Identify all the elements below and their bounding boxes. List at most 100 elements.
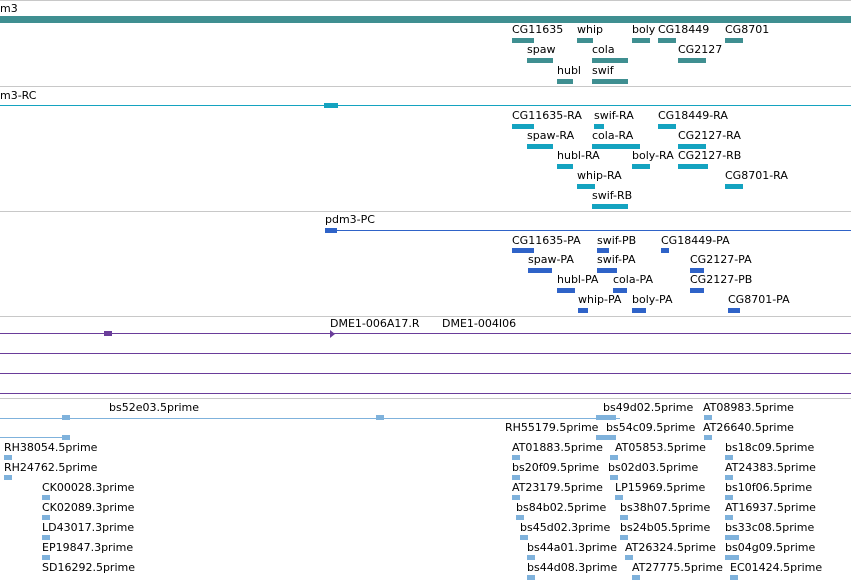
est-feature[interactable] (516, 515, 524, 520)
est-label: bs52e03.5prime (109, 401, 200, 414)
gene-label: whip (577, 23, 604, 36)
transcript-feature[interactable] (324, 103, 338, 108)
est-line[interactable] (0, 418, 620, 419)
est-label: bs10f06.5prime (725, 481, 813, 494)
gene-feature[interactable] (592, 58, 628, 63)
protein-feature[interactable] (512, 248, 534, 253)
est-feature[interactable] (620, 515, 628, 520)
est-line[interactable] (0, 437, 70, 438)
est-feature[interactable] (4, 455, 12, 460)
protein-feature[interactable] (557, 288, 575, 293)
est-feature[interactable] (725, 515, 733, 520)
transcript-line[interactable] (0, 105, 851, 106)
est-feature[interactable] (520, 535, 528, 540)
transcript-feature[interactable] (557, 164, 573, 169)
transcript-label: swif-RA (594, 109, 634, 122)
est-feature[interactable] (704, 435, 712, 440)
protein-feature[interactable] (597, 248, 609, 253)
est-feature[interactable] (730, 575, 738, 580)
est-feature[interactable] (62, 435, 70, 440)
protein-feature[interactable] (597, 268, 617, 273)
protein-label: CG18449-PA (661, 234, 730, 247)
transcript-feature[interactable] (527, 144, 553, 149)
est-label: SD16292.5prime (42, 561, 135, 574)
gene-feature[interactable] (725, 38, 743, 43)
protein-feature[interactable] (528, 268, 552, 273)
gene-label: spaw (527, 43, 556, 56)
protein-feature[interactable] (690, 268, 704, 273)
est-feature[interactable] (625, 555, 633, 560)
transcript-feature[interactable] (632, 164, 650, 169)
est-feature[interactable] (376, 415, 384, 420)
est-feature[interactable] (620, 535, 628, 540)
gene-feature[interactable] (512, 38, 534, 43)
est-feature[interactable] (527, 555, 535, 560)
protein-feature[interactable] (632, 308, 646, 313)
est-feature[interactable] (725, 455, 733, 460)
clone-line[interactable] (0, 373, 851, 374)
est-feature[interactable] (512, 495, 520, 500)
protein-feature[interactable] (578, 308, 588, 313)
est-feature[interactable] (42, 515, 50, 520)
est-feature[interactable] (42, 535, 50, 540)
protein-feature[interactable] (690, 288, 704, 293)
protein-label: cola-PA (613, 273, 653, 286)
transcript-feature[interactable] (512, 124, 534, 129)
est-feature[interactable] (4, 475, 12, 480)
est-feature[interactable] (527, 575, 535, 580)
transcript-feature[interactable] (725, 184, 743, 189)
est-feature[interactable] (42, 495, 50, 500)
transcript-feature[interactable] (594, 124, 604, 129)
track-divider (0, 0, 851, 1)
transcript-feature[interactable] (658, 124, 676, 129)
est-feature[interactable] (512, 475, 520, 480)
protein-feature[interactable] (613, 288, 627, 293)
clone-line[interactable] (0, 393, 851, 394)
gene-feature[interactable] (658, 38, 676, 43)
est-feature[interactable] (725, 495, 733, 500)
transcript-feature[interactable] (678, 164, 708, 169)
est-label: CK00028.3prime (42, 481, 135, 494)
transcript-feature[interactable] (592, 204, 628, 209)
gene-label: CG18449 (658, 23, 710, 36)
gene-feature[interactable] (577, 38, 593, 43)
est-feature[interactable] (632, 575, 640, 580)
est-feature[interactable] (615, 495, 623, 500)
est-feature[interactable] (610, 455, 618, 460)
est-feature[interactable] (610, 475, 618, 480)
clone-marker-icon[interactable] (330, 330, 335, 338)
transcript-feature[interactable] (678, 144, 706, 149)
est-feature[interactable] (596, 415, 616, 420)
est-feature[interactable] (62, 415, 70, 420)
est-feature[interactable] (512, 455, 520, 460)
gene-feature[interactable] (527, 58, 553, 63)
est-feature[interactable] (596, 435, 616, 440)
est-label: bs45d02.3prime (520, 521, 611, 534)
gene-label: boly (632, 23, 656, 36)
clone-feature[interactable] (104, 331, 112, 336)
transcript-feature[interactable] (577, 184, 595, 189)
protein-line[interactable] (325, 230, 851, 231)
est-feature[interactable] (704, 415, 712, 420)
est-feature[interactable] (42, 555, 50, 560)
clone-line[interactable] (0, 353, 851, 354)
gene-feature[interactable] (592, 79, 628, 84)
transcript-feature[interactable] (592, 144, 640, 149)
est-label: AT27775.5prime (632, 561, 723, 574)
clone-line[interactable] (0, 333, 851, 334)
est-feature[interactable] (725, 555, 739, 560)
est-feature[interactable] (725, 535, 739, 540)
protein-label: whip-PA (578, 293, 622, 306)
gene-feature[interactable] (632, 38, 650, 43)
protein-feature[interactable] (661, 248, 669, 253)
protein-feature[interactable] (728, 308, 740, 313)
est-label: AT26324.5prime (625, 541, 716, 554)
gene-m3-bar[interactable] (0, 16, 851, 23)
est-label: RH38054.5prime (4, 441, 98, 454)
gene-feature[interactable] (557, 79, 573, 84)
protein-feature[interactable] (325, 228, 337, 233)
est-label: EP19847.3prime (42, 541, 134, 554)
est-feature[interactable] (725, 475, 733, 480)
gene-feature[interactable] (678, 58, 706, 63)
est-label: bs33c08.5prime (725, 521, 815, 534)
